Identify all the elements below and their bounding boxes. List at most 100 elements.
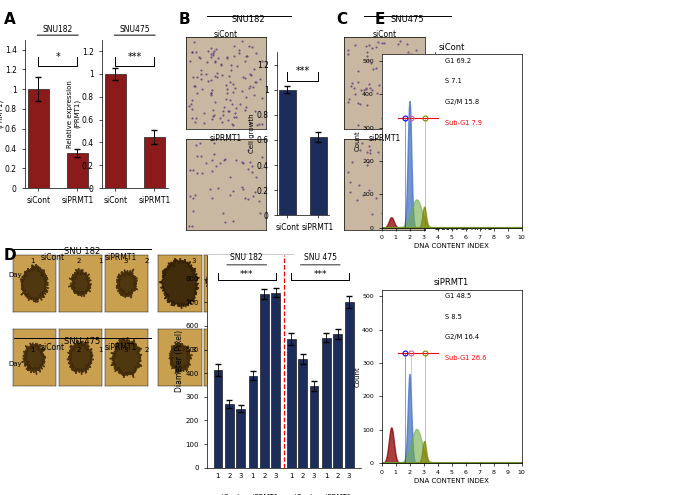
Point [204,185,216,193]
Point [251,173,262,181]
Point [228,217,239,225]
Text: SNU475: SNU475 [120,25,150,34]
Point [407,92,418,99]
Bar [225,404,234,468]
Point [223,72,235,80]
Point [387,102,398,110]
Point [233,49,244,57]
Point [248,92,260,99]
Point [227,120,238,128]
Point [241,52,253,60]
Point [198,109,209,117]
Point [188,194,199,202]
Point [245,71,256,79]
Point [242,196,253,203]
Point [361,148,372,156]
Point [392,56,403,64]
Point [185,57,196,65]
Y-axis label: Cell growth: Cell growth [249,114,256,153]
Point [254,75,265,83]
Point [206,115,218,123]
Point [386,54,398,62]
Point [402,54,413,62]
Text: 2: 2 [77,258,81,264]
Point [363,158,374,166]
Text: G2/M 15.8: G2/M 15.8 [444,99,479,105]
Title: siCont: siCont [438,43,465,52]
Y-axis label: Count: Count [355,131,360,151]
Point [413,63,424,71]
Point [228,113,239,121]
Point [184,192,195,199]
Point [400,181,411,189]
Point [230,84,241,92]
Point [360,86,371,94]
Point [206,194,218,202]
Point [242,165,253,173]
Point [221,89,232,97]
Point [379,212,390,220]
Text: 1: 1 [31,347,35,353]
Point [183,102,195,110]
Point [363,80,374,88]
Point [188,166,199,174]
Point [366,210,377,218]
Point [405,111,416,119]
Point [257,153,268,161]
Point [402,189,414,197]
Point [250,188,261,196]
Point [370,64,382,72]
Text: siPRMT1: siPRMT1 [250,494,279,495]
Point [358,191,369,198]
Text: SNU182: SNU182 [43,25,73,34]
Point [214,159,225,167]
Point [201,158,212,166]
Point [186,48,197,56]
Text: 1: 1 [31,258,35,264]
Text: ***: *** [295,66,310,76]
Point [360,42,372,50]
Bar [214,370,223,468]
Point [374,81,385,89]
Point [209,140,220,148]
Text: Sub-G1 7.9: Sub-G1 7.9 [444,120,482,126]
Point [207,50,218,57]
Text: Day: Day [8,272,22,278]
Title: siPRMT1: siPRMT1 [434,278,469,288]
Point [391,207,402,215]
Point [365,59,377,67]
Polygon shape [110,337,141,378]
Point [401,40,412,48]
Point [240,106,251,114]
Polygon shape [254,334,293,381]
Text: siCont: siCont [41,343,64,351]
Point [351,197,363,204]
Point [183,222,195,230]
Point [239,57,250,65]
Polygon shape [22,343,46,375]
Point [228,51,239,59]
Point [200,70,211,78]
Point [247,83,258,91]
Point [190,118,201,126]
X-axis label: DNA CONTENT INDEX: DNA CONTENT INDEX [414,243,489,249]
Y-axis label: Diameter (Pixel): Diameter (Pixel) [175,330,184,393]
Point [412,50,423,58]
Point [247,43,258,51]
Point [415,99,426,107]
Point [213,54,224,62]
Point [384,110,395,118]
Bar [236,409,245,468]
Point [225,173,236,181]
Text: siCont: siCont [292,494,314,495]
Point [364,146,375,153]
Point [191,89,202,97]
Point [209,57,220,65]
Text: *: * [55,52,60,62]
Text: 2: 2 [145,258,149,264]
Point [249,78,260,86]
Point [344,179,356,187]
Point [234,100,246,108]
Point [216,71,228,79]
Point [411,147,422,154]
